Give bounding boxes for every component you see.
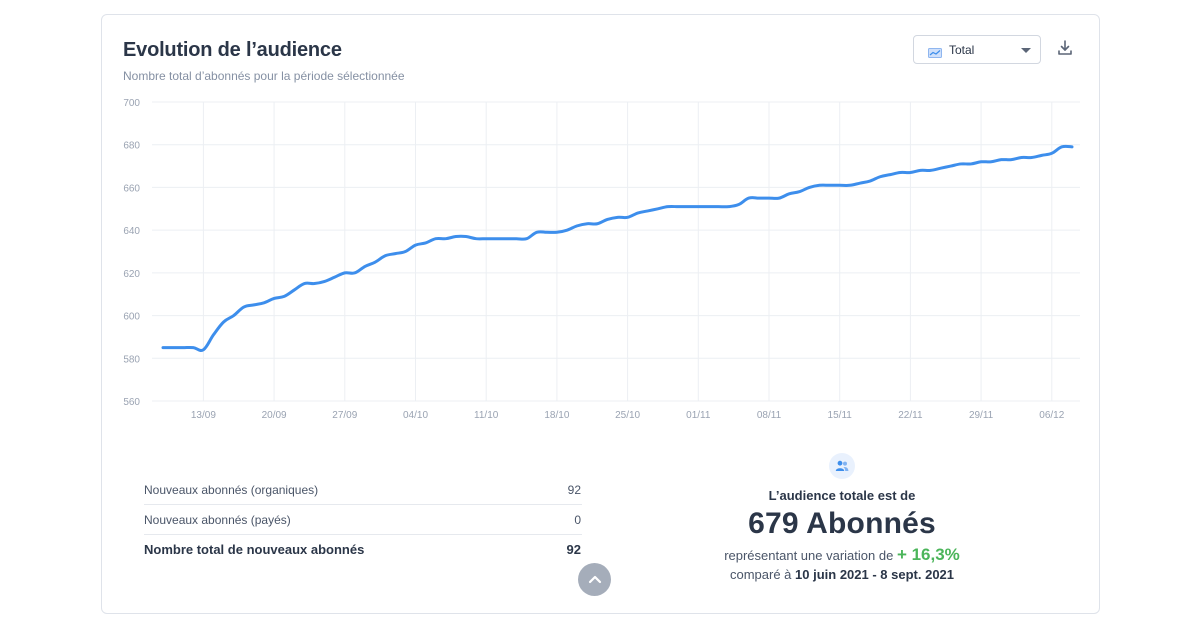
y-tick-label: 620 xyxy=(123,269,140,280)
stat-value: 92 xyxy=(566,542,581,557)
y-tick-label: 700 xyxy=(123,98,140,109)
summary-variation: représentant une variation de + 16,3% xyxy=(662,545,1022,565)
people-icon xyxy=(829,453,855,479)
series-line xyxy=(161,144,1074,352)
x-tick-label: 13/09 xyxy=(191,410,216,421)
variation-value: + 16,3% xyxy=(896,545,960,564)
x-tick-label: 06/12 xyxy=(1039,410,1064,421)
summary-value: 679 Abonnés xyxy=(748,507,936,540)
x-tick-label: 29/11 xyxy=(969,410,994,421)
y-tick-label: 680 xyxy=(123,141,140,152)
x-tick-label: 04/10 xyxy=(403,410,428,421)
x-tick-label: 27/09 xyxy=(332,410,357,421)
stat-label: Nouveaux abonnés (payés) xyxy=(144,512,291,527)
y-tick-label: 660 xyxy=(123,183,140,194)
stat-row-paid: Nouveaux abonnés (payés) 0 xyxy=(144,505,582,535)
compare-prefix: comparé à xyxy=(729,567,792,582)
new-subscribers-table: Nouveaux abonnés (organiques) 92 Nouveau… xyxy=(144,475,582,564)
x-tick-label: 20/09 xyxy=(262,410,287,421)
stat-label: Nombre total de nouveaux abonnés xyxy=(144,542,365,557)
collapse-button[interactable] xyxy=(578,563,611,596)
chevron-up-icon xyxy=(588,575,601,584)
x-tick-label: 01/11 xyxy=(686,410,711,421)
page-subtitle: Nombre total d’abonnés pour la période s… xyxy=(123,69,405,83)
x-tick-label: 11/10 xyxy=(474,410,499,421)
y-tick-label: 580 xyxy=(123,354,140,365)
x-tick-label: 18/10 xyxy=(544,410,569,421)
variation-prefix: représentant une variation de xyxy=(724,548,894,563)
chevron-down-icon xyxy=(1021,48,1031,53)
audience-card: Evolution de l’audience Nombre total d’a… xyxy=(101,14,1100,614)
chart-icon xyxy=(928,45,942,58)
compare-range: 10 juin 2021 - 8 sept. 2021 xyxy=(795,567,955,582)
x-tick-label: 22/11 xyxy=(898,410,923,421)
x-tick-label: 08/11 xyxy=(757,410,782,421)
stat-value: 92 xyxy=(567,482,581,497)
stat-row-organic: Nouveaux abonnés (organiques) 92 xyxy=(144,475,582,505)
series-select[interactable]: Total xyxy=(913,35,1041,64)
download-icon[interactable] xyxy=(1056,39,1074,57)
y-tick-label: 640 xyxy=(123,226,140,237)
page-title: Evolution de l’audience xyxy=(123,39,342,61)
summary-compare: comparé à 10 juin 2021 - 8 sept. 2021 xyxy=(662,567,1022,582)
stat-value: 0 xyxy=(574,512,581,527)
audience-summary: L’audience totale est de 679 Abonnés rep… xyxy=(662,453,1022,582)
audience-line-chart: 560 580 600 620 640 660 680 700 13/09 20/09 27/09 0… xyxy=(123,98,1080,421)
stat-row-total: Nombre total de nouveaux abonnés 92 xyxy=(144,535,582,564)
y-tick-label: 600 xyxy=(123,312,140,323)
stat-label: Nouveaux abonnés (organiques) xyxy=(144,482,319,497)
y-tick-label: 560 xyxy=(123,397,140,408)
summary-label: L’audience totale est de xyxy=(768,488,916,503)
x-tick-label: 15/11 xyxy=(828,410,853,421)
series-select-value: Total xyxy=(949,42,975,57)
x-tick-label: 25/10 xyxy=(615,410,640,421)
